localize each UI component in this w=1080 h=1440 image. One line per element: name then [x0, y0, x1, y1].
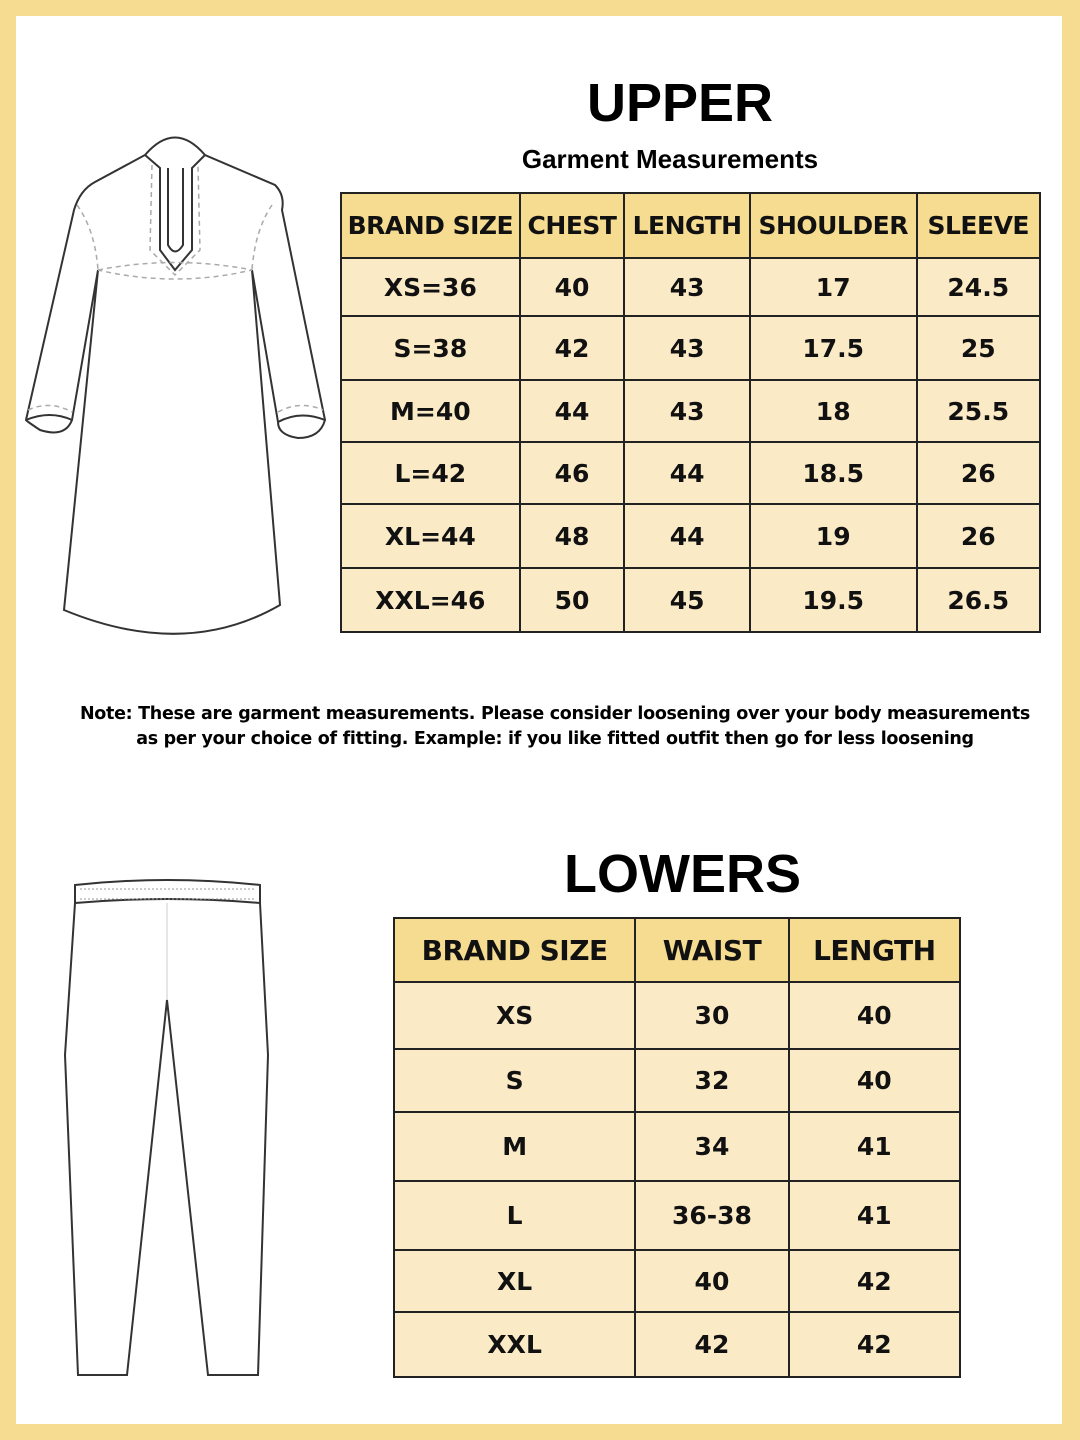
- table-row: S 32 40: [392, 1048, 962, 1113]
- cell: 30: [634, 981, 790, 1050]
- cell: 44: [623, 503, 751, 569]
- cell: 43: [623, 315, 751, 381]
- cell: L=42: [340, 441, 521, 505]
- cell: XL: [392, 1249, 637, 1313]
- header-sleeve: SLEEVE: [915, 192, 1041, 259]
- note-line-1: Note: These are garment measurements. Pl…: [79, 704, 1031, 724]
- cell: 46: [518, 441, 626, 505]
- cell: XXL=46: [340, 567, 521, 633]
- header-brand-size: BRAND SIZE: [392, 917, 637, 983]
- cell: 40: [787, 1048, 962, 1113]
- table-row: M 34 41: [392, 1111, 962, 1182]
- cell: XXL: [392, 1311, 637, 1378]
- cell: 42: [518, 315, 626, 381]
- cell: 25.5: [915, 379, 1041, 443]
- table-row: XL=44 48 44 19 26: [340, 503, 1041, 569]
- table-row: S=38 42 43 17.5 25: [340, 315, 1041, 381]
- table-row: XL 40 42: [392, 1249, 962, 1313]
- cell: 40: [634, 1249, 790, 1313]
- table-row: M=40 44 43 18 25.5: [340, 379, 1041, 443]
- cell: 41: [787, 1111, 962, 1182]
- header-brand-size: BRAND SIZE: [340, 192, 521, 259]
- cell: 50: [518, 567, 626, 633]
- upper-subtitle: Garment Measurements: [521, 144, 819, 174]
- cell: 40: [518, 257, 626, 317]
- table-row: L=42 46 44 18.5 26: [340, 441, 1041, 505]
- table-row: XS 30 40: [392, 981, 962, 1050]
- cell: 24.5: [915, 257, 1041, 317]
- table-row: L 36-38 41: [392, 1180, 962, 1251]
- cell: 32: [634, 1048, 790, 1113]
- cell: S: [392, 1048, 637, 1113]
- cell: 18.5: [748, 441, 918, 505]
- cell: 26: [915, 441, 1041, 505]
- lowers-size-table: BRAND SIZE WAIST LENGTH XS 30 40 S 32 40 M 34…: [392, 917, 962, 1378]
- cell: XS: [392, 981, 637, 1050]
- table-header-row: BRAND SIZE WAIST LENGTH: [392, 917, 962, 983]
- header-length: LENGTH: [787, 917, 962, 983]
- table-row: XS=36 40 43 17 24.5: [340, 257, 1041, 317]
- header-waist: WAIST: [634, 917, 790, 983]
- cell: 42: [787, 1311, 962, 1378]
- upper-size-table: BRAND SIZE CHEST LENGTH SHOULDER SLEEVE …: [340, 192, 1041, 633]
- lowers-title: LOWERS: [564, 844, 801, 904]
- upper-title: UPPER: [586, 73, 774, 133]
- note-line-2: as per your choice of fitting. Example: …: [136, 729, 974, 749]
- cell: 41: [787, 1180, 962, 1251]
- cell: 25: [915, 315, 1041, 381]
- measurement-note: Note: These are garment measurements. Pl…: [60, 702, 1050, 752]
- cell: 19: [748, 503, 918, 569]
- cell: XS=36: [340, 257, 521, 317]
- pants-illustration: [63, 879, 270, 1376]
- cell: XL=44: [340, 503, 521, 569]
- cell: 42: [787, 1249, 962, 1313]
- cell: 19.5: [748, 567, 918, 633]
- header-shoulder: SHOULDER: [748, 192, 918, 259]
- table-row: XXL 42 42: [392, 1311, 962, 1378]
- cell: L: [392, 1180, 637, 1251]
- cell: 17: [748, 257, 918, 317]
- cell: 43: [623, 257, 751, 317]
- cell: M: [392, 1111, 637, 1182]
- table-row: XXL=46 50 45 19.5 26.5: [340, 567, 1041, 633]
- cell: 40: [787, 981, 962, 1050]
- cell: 36-38: [634, 1180, 790, 1251]
- cell: 45: [623, 567, 751, 633]
- cell: S=38: [340, 315, 521, 381]
- cell: 18: [748, 379, 918, 443]
- header-length: LENGTH: [623, 192, 751, 259]
- cell: 44: [518, 379, 626, 443]
- cell: 26: [915, 503, 1041, 569]
- cell: 48: [518, 503, 626, 569]
- header-chest: CHEST: [518, 192, 626, 259]
- cell: 26.5: [915, 567, 1041, 633]
- table-header-row: BRAND SIZE CHEST LENGTH SHOULDER SLEEVE: [340, 192, 1041, 259]
- cell: M=40: [340, 379, 521, 443]
- cell: 44: [623, 441, 751, 505]
- cell: 34: [634, 1111, 790, 1182]
- kurta-illustration: [24, 136, 327, 635]
- cell: 42: [634, 1311, 790, 1378]
- cell: 43: [623, 379, 751, 443]
- cell: 17.5: [748, 315, 918, 381]
